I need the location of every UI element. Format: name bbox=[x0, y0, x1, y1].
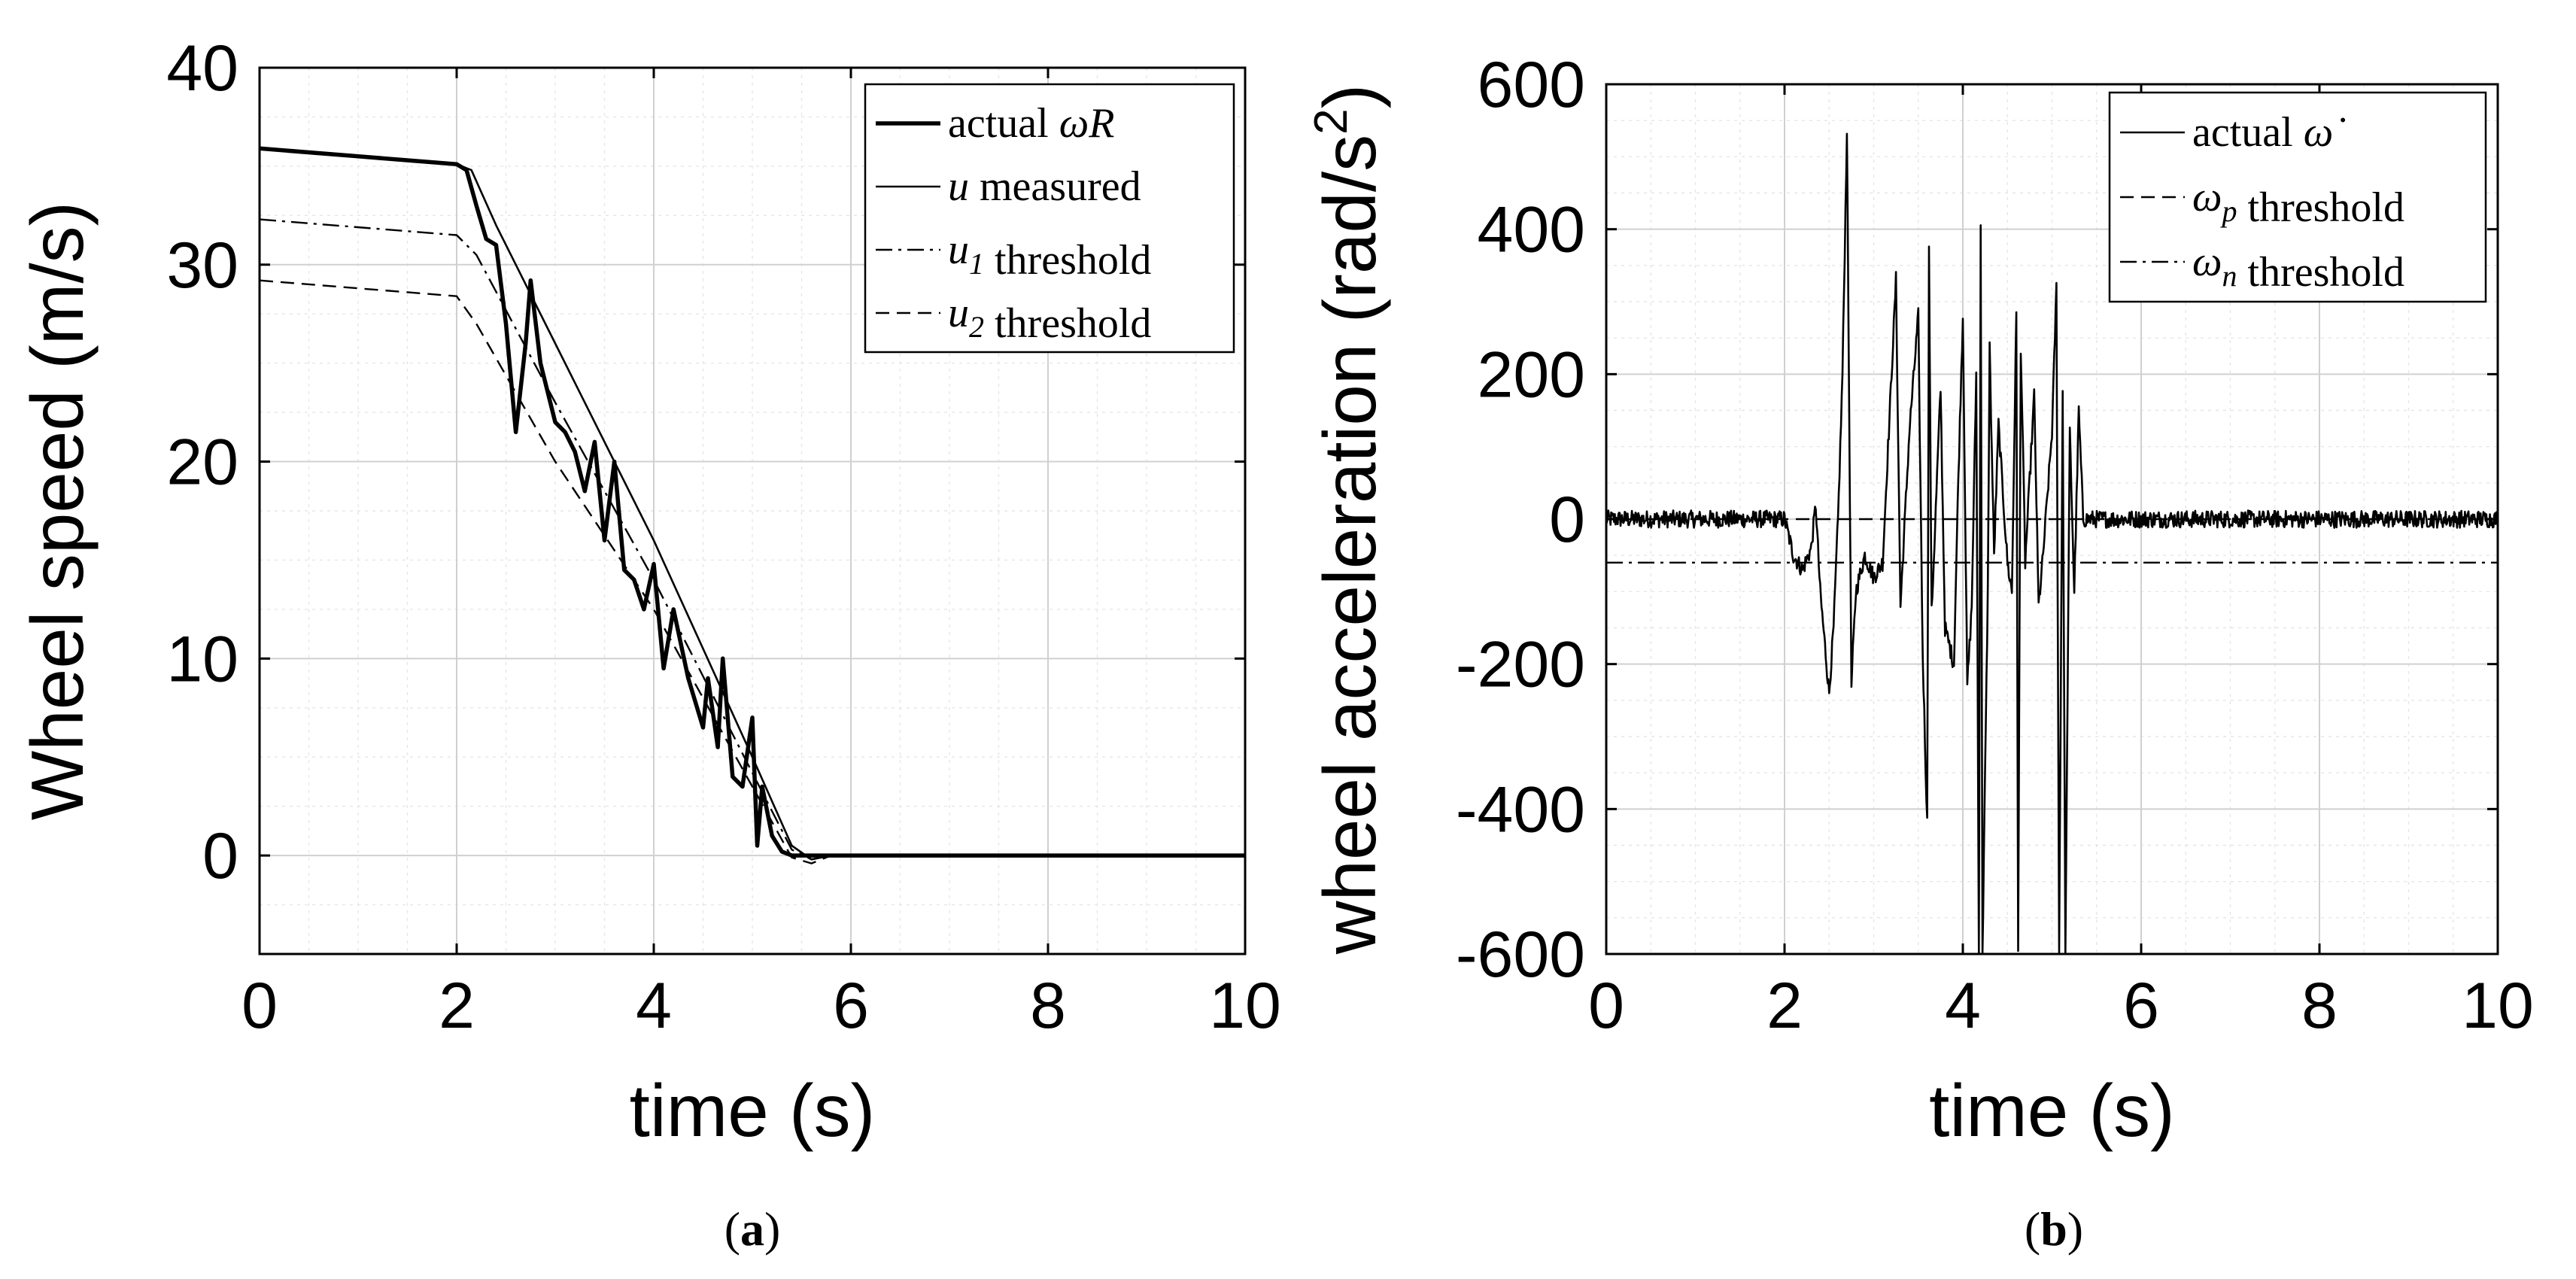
panel-b-x-tick-label: 10 bbox=[2462, 970, 2534, 1042]
panel-b-y-tick-label: 400 bbox=[1478, 194, 1586, 266]
panel-a-legend-box bbox=[864, 83, 1235, 354]
panel-a-x-axis-label: time (s) bbox=[630, 1069, 876, 1152]
panel-b-x-tick-label: 4 bbox=[1945, 970, 1981, 1042]
panel-b-x-tick-label: 6 bbox=[2123, 970, 2159, 1042]
panel-a-caption-letter: a bbox=[740, 1202, 764, 1256]
panel-b-legend-entry-1: actual ω̇ bbox=[2192, 109, 2345, 156]
panel-b-legend-label-3: threshold bbox=[2237, 249, 2404, 296]
panel-b-legend-math-2: ω bbox=[2192, 174, 2222, 220]
panel-b-y-tick-label: 0 bbox=[1549, 484, 1585, 556]
panel-a-x-tick-label: 6 bbox=[833, 970, 869, 1042]
panel-a-y-axis-label: Wheel speed (m/s) bbox=[16, 202, 99, 820]
panel-b-y-axis-label-main: wheel acceleration (rad/s bbox=[1308, 135, 1391, 955]
panel-a-series bbox=[259, 146, 1245, 864]
panel-a-legend-subscript-3: 1 bbox=[969, 247, 984, 281]
panel-b-y-tick-label: -600 bbox=[1456, 919, 1585, 991]
panel-b-y-axis-label-superscript: 2 bbox=[1305, 108, 1357, 134]
panel-b-x-tick-label: 0 bbox=[1588, 970, 1624, 1042]
panel-b-legend-box bbox=[2108, 91, 2487, 303]
panel-b-legend-subscript-2: p bbox=[2220, 194, 2237, 228]
panel-a-legend-math-1: ωR bbox=[1059, 100, 1115, 147]
panel-b-x-axis-label: time (s) bbox=[1929, 1069, 2175, 1152]
panel-b-x-tick-label: 2 bbox=[1766, 970, 1803, 1042]
panel-a-series-line-4 bbox=[259, 279, 1245, 864]
panel-b-legend-subscript-3: n bbox=[2222, 259, 2237, 293]
panel-b-x-tick-label: 8 bbox=[2301, 970, 2338, 1042]
panel-a-series-line-1 bbox=[259, 146, 1245, 858]
panel-a-caption: (a) bbox=[724, 1202, 781, 1256]
panel-a-x-tick-label: 0 bbox=[242, 970, 278, 1042]
panel-b-y-tick-label: 200 bbox=[1478, 339, 1586, 411]
panel-b-caption: (b) bbox=[2025, 1202, 2083, 1256]
panel-b-y-axis-label: wheel acceleration (rad/s2) bbox=[1305, 84, 1391, 955]
panel-a-legend-entry-4: u2 threshold bbox=[948, 290, 1151, 347]
panel-b-legend-label-1: actual bbox=[2192, 109, 2304, 156]
panel-a-x-tick-label: 8 bbox=[1030, 970, 1066, 1042]
panel-b-legend-math-3: ω bbox=[2192, 238, 2222, 285]
panel-b-legend-entry-2: ωp threshold bbox=[2192, 174, 2404, 231]
panel-a-series-line-3 bbox=[259, 218, 1245, 861]
panel-a-x-tick-label: 4 bbox=[636, 970, 672, 1042]
panel-a-legend-entry-2: u measured bbox=[948, 163, 1141, 210]
panel-b-y-tick-label: 600 bbox=[1478, 49, 1586, 121]
panel-b-legend-entry-3: ωn threshold bbox=[2192, 238, 2404, 296]
panel-a-legend-label-3: threshold bbox=[984, 237, 1151, 284]
panel-a-legend-math-3: u bbox=[948, 226, 969, 273]
panel-b-y-tick-label: -200 bbox=[1456, 629, 1585, 701]
panel-a-legend-math-2: u bbox=[948, 163, 969, 210]
panel-a-y-tick-label: 20 bbox=[166, 427, 238, 499]
panel-b-series-line-1 bbox=[1605, 132, 2499, 955]
panel-a-legend-label-1: actual bbox=[948, 100, 1059, 147]
panel-b-y-axis-label-end: ) bbox=[1308, 84, 1391, 109]
panel-a-legend-entry-3: u1 threshold bbox=[948, 226, 1151, 284]
panel-a-x-tick-label: 2 bbox=[439, 970, 475, 1042]
panel-a-legend-label-4: threshold bbox=[984, 300, 1151, 347]
panel-b-series bbox=[1605, 132, 2499, 955]
panel-b-tick-labels: 0 2 4 6 8 10 -600 -400 -200 0 200 400 600 bbox=[1456, 49, 2534, 1042]
panel-a-tick-labels: 0 2 4 6 8 10 0 10 20 30 40 bbox=[166, 32, 1281, 1042]
panel-b-caption-letter: b bbox=[2040, 1202, 2067, 1256]
panel-b-chart: 0 2 4 6 8 10 -600 -400 -200 0 200 400 600 actual ω̇ ω… bbox=[1305, 49, 2534, 1256]
panel-a-plot-frame bbox=[258, 66, 1247, 955]
panel-a-y-tick-label: 30 bbox=[166, 229, 238, 302]
panel-a-legend-subscript-4: 2 bbox=[969, 310, 984, 344]
panel-b-y-tick-label: -400 bbox=[1456, 773, 1585, 846]
panel-a-y-tick-label: 40 bbox=[166, 32, 238, 105]
panel-a-y-tick-label: 10 bbox=[166, 623, 238, 695]
panel-a-y-tick-label: 0 bbox=[202, 820, 238, 892]
panel-a-legend-label-2: measured bbox=[969, 163, 1141, 210]
panel-a-legend-math-4: u bbox=[948, 290, 969, 336]
panel-b-legend-label-2: threshold bbox=[2237, 184, 2404, 231]
panel-a-x-tick-label: 10 bbox=[1209, 970, 1281, 1042]
panel-a-legend-entry-1: actual ωR bbox=[948, 100, 1114, 147]
